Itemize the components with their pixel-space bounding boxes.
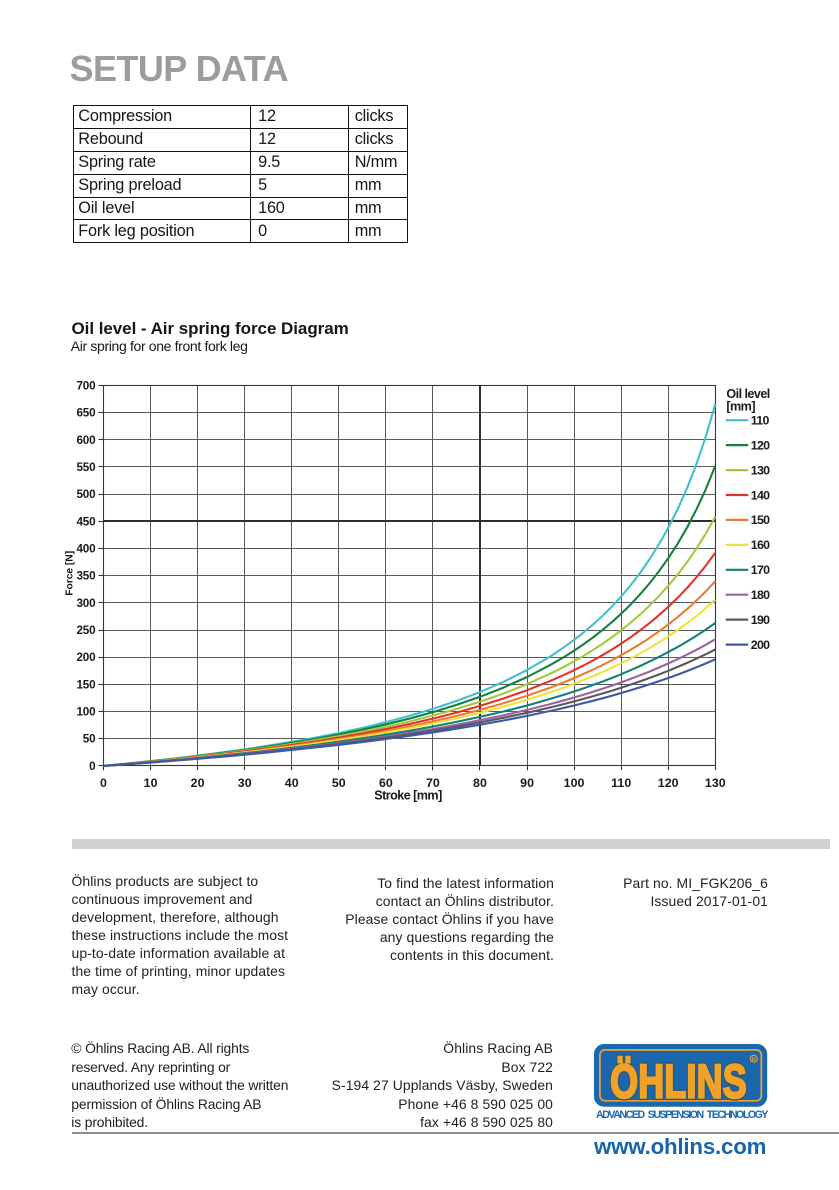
svg-text:20: 20 <box>191 776 205 790</box>
svg-text:450: 450 <box>76 515 96 528</box>
svg-text:500: 500 <box>76 488 96 501</box>
svg-text:30: 30 <box>238 776 252 790</box>
svg-text:180: 180 <box>751 588 770 602</box>
svg-text:Stroke [mm]: Stroke [mm] <box>374 789 442 803</box>
svg-text:Oil level: Oil level <box>726 387 769 401</box>
svg-text:10: 10 <box>144 776 158 790</box>
svg-text:350: 350 <box>76 570 96 583</box>
svg-text:190: 190 <box>751 613 770 627</box>
svg-text:110: 110 <box>751 414 770 428</box>
svg-text:300: 300 <box>76 597 96 610</box>
svg-text:50: 50 <box>83 733 96 746</box>
svg-text:200: 200 <box>76 651 96 664</box>
svg-text:650: 650 <box>76 407 96 420</box>
svg-text:120: 120 <box>751 438 770 452</box>
svg-text:550: 550 <box>76 461 96 474</box>
svg-text:250: 250 <box>76 624 96 637</box>
svg-text:Force [N]: Force [N] <box>64 551 75 596</box>
svg-text:130: 130 <box>751 463 770 477</box>
svg-text:130: 130 <box>705 776 726 790</box>
svg-text:700: 700 <box>76 379 96 392</box>
svg-text:600: 600 <box>76 434 96 447</box>
svg-text:ÖHLINS: ÖHLINS <box>610 1055 747 1108</box>
svg-text:100: 100 <box>76 706 96 719</box>
svg-text:ÖHLINS: ÖHLINS <box>610 1055 747 1108</box>
svg-text:140: 140 <box>751 488 770 502</box>
svg-text:40: 40 <box>285 776 299 790</box>
svg-text:60: 60 <box>379 776 393 790</box>
svg-text:150: 150 <box>751 513 770 527</box>
svg-text:50: 50 <box>332 776 346 790</box>
svg-text:70: 70 <box>426 776 440 790</box>
svg-text:150: 150 <box>76 678 96 691</box>
svg-text:160: 160 <box>751 538 770 552</box>
svg-text:120: 120 <box>658 776 679 790</box>
svg-text:0: 0 <box>100 776 107 790</box>
svg-text:170: 170 <box>751 563 770 577</box>
svg-text:100: 100 <box>564 776 585 790</box>
svg-text:90: 90 <box>520 776 534 790</box>
svg-text:110: 110 <box>611 776 631 790</box>
svg-text:200: 200 <box>751 638 770 652</box>
svg-text:400: 400 <box>76 543 96 556</box>
svg-text:[mm]: [mm] <box>726 400 755 414</box>
svg-text:0: 0 <box>89 760 96 773</box>
svg-text:R: R <box>752 1057 757 1063</box>
svg-text:80: 80 <box>473 776 487 790</box>
